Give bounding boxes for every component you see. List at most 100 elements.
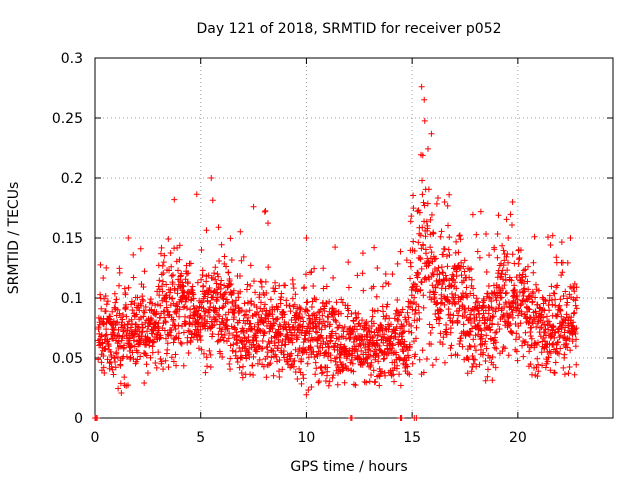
data-point	[495, 304, 502, 311]
data-point	[307, 343, 314, 350]
data-point	[475, 307, 482, 314]
data-point	[217, 281, 224, 288]
data-point	[405, 354, 412, 361]
data-point	[203, 354, 210, 361]
data-point	[327, 357, 334, 364]
data-point	[350, 328, 357, 335]
data-point	[472, 332, 479, 339]
data-point	[333, 354, 340, 361]
data-point	[299, 371, 306, 378]
y-tick-label: 0.1	[61, 291, 83, 307]
data-point	[274, 315, 281, 322]
data-point	[187, 306, 194, 313]
data-point	[267, 360, 274, 367]
data-point	[292, 319, 299, 326]
data-point	[409, 284, 416, 291]
data-point	[267, 296, 274, 303]
data-point	[429, 270, 436, 277]
data-point	[519, 297, 526, 304]
data-point	[416, 316, 423, 323]
data-point	[206, 307, 213, 314]
data-point	[573, 305, 580, 312]
data-point	[251, 323, 258, 330]
data-point	[438, 264, 445, 271]
data-point	[480, 349, 487, 356]
data-point	[139, 321, 146, 328]
data-point	[458, 272, 465, 279]
data-point	[555, 350, 562, 357]
data-point	[165, 236, 172, 243]
data-point	[443, 253, 450, 260]
data-point	[540, 314, 547, 321]
data-point	[127, 354, 134, 361]
data-point	[423, 355, 430, 362]
data-point	[470, 285, 477, 292]
data-point	[312, 371, 319, 378]
data-point	[543, 344, 550, 351]
data-point	[261, 330, 268, 337]
data-point	[258, 283, 265, 290]
data-point	[301, 284, 308, 291]
data-point	[178, 323, 185, 330]
data-point	[441, 359, 448, 366]
data-point	[170, 358, 177, 365]
data-point	[358, 347, 365, 354]
data-point	[459, 343, 466, 350]
data-point	[514, 292, 521, 299]
data-point	[498, 260, 505, 267]
data-point	[465, 316, 472, 323]
data-point	[308, 383, 315, 390]
data-point	[270, 372, 277, 379]
data-point	[246, 321, 253, 328]
data-point	[330, 372, 337, 379]
data-point	[152, 359, 159, 366]
data-point	[294, 375, 301, 382]
data-point	[471, 343, 478, 350]
data-point	[355, 310, 362, 317]
data-point	[567, 347, 574, 354]
data-point	[152, 311, 159, 318]
data-point	[489, 313, 496, 320]
data-point	[146, 342, 153, 349]
data-point	[226, 282, 233, 289]
data-point	[404, 309, 411, 316]
data-point	[381, 331, 388, 338]
data-point	[552, 329, 559, 336]
data-point	[154, 323, 161, 330]
data-point	[564, 344, 571, 351]
data-point	[107, 313, 114, 320]
data-point	[470, 292, 477, 299]
data-point	[196, 313, 203, 320]
data-point	[396, 371, 403, 378]
data-point	[481, 314, 488, 321]
data-point	[373, 293, 380, 300]
data-point	[337, 341, 344, 348]
data-point	[532, 294, 539, 301]
data-point	[147, 354, 154, 361]
data-point	[207, 300, 214, 307]
data-point	[353, 314, 360, 321]
data-point	[115, 338, 122, 345]
data-point	[572, 302, 579, 309]
data-point	[492, 364, 499, 371]
data-point	[265, 264, 272, 271]
data-point	[517, 302, 524, 309]
y-tick-label: 0.05	[52, 351, 83, 367]
data-point	[531, 316, 538, 323]
data-point	[545, 234, 552, 241]
data-point	[244, 281, 251, 288]
data-point	[216, 305, 223, 312]
data-point	[517, 247, 524, 254]
data-point	[245, 333, 252, 340]
data-point	[290, 363, 297, 370]
data-point	[394, 317, 401, 324]
data-point	[502, 277, 509, 284]
data-point	[121, 342, 128, 349]
data-point	[290, 323, 297, 330]
data-point	[165, 308, 172, 315]
data-point	[264, 349, 271, 356]
data-point	[518, 301, 525, 308]
data-point	[513, 330, 520, 337]
data-point	[467, 328, 474, 335]
data-point	[276, 282, 283, 289]
